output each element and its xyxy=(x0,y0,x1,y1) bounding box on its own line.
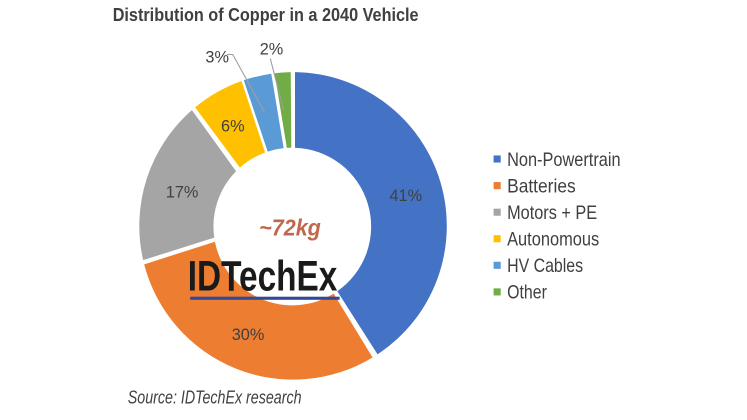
svg-text:Motors + PE: Motors + PE xyxy=(507,202,597,224)
svg-text:2%: 2% xyxy=(260,41,284,59)
svg-text:17%: 17% xyxy=(166,183,199,201)
svg-text:41%: 41% xyxy=(390,187,423,205)
svg-text:IDTechEx: IDTechEx xyxy=(188,253,338,300)
svg-text:Source: IDTechEx research: Source: IDTechEx research xyxy=(128,388,302,408)
svg-text:Non-Powertrain: Non-Powertrain xyxy=(507,149,620,171)
svg-text:Distribution of Copper in a 20: Distribution of Copper in a 2040 Vehicle xyxy=(113,4,419,25)
svg-text:Autonomous: Autonomous xyxy=(507,229,599,251)
svg-text:6%: 6% xyxy=(221,118,245,136)
svg-text:Batteries: Batteries xyxy=(507,175,576,197)
svg-text:HV Cables: HV Cables xyxy=(507,255,583,277)
svg-text:~72kg: ~72kg xyxy=(259,214,321,240)
svg-text:30%: 30% xyxy=(232,326,265,344)
svg-text:Other: Other xyxy=(507,282,547,304)
svg-text:3%: 3% xyxy=(205,48,229,66)
